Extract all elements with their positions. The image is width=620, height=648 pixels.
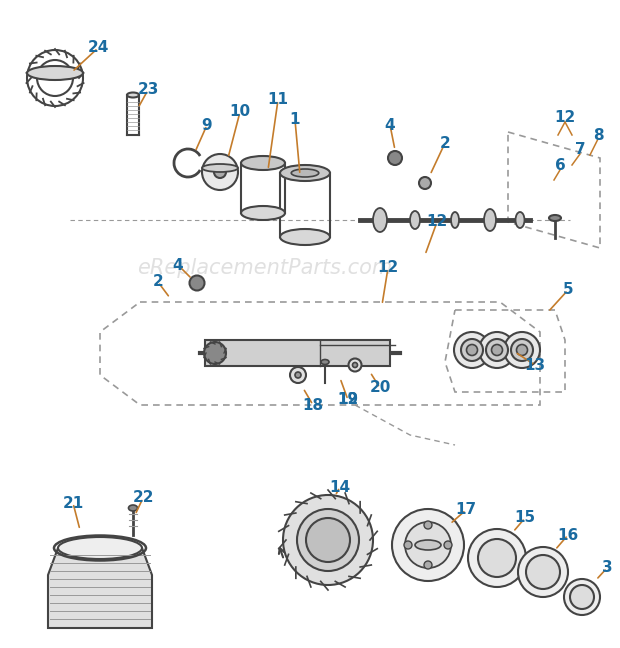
Ellipse shape (373, 208, 387, 232)
Ellipse shape (570, 585, 594, 609)
Ellipse shape (202, 154, 238, 190)
Ellipse shape (58, 537, 142, 559)
Text: 8: 8 (593, 128, 603, 143)
Text: 17: 17 (456, 502, 477, 518)
Ellipse shape (518, 547, 568, 597)
Text: 1: 1 (290, 113, 300, 128)
Text: 3: 3 (601, 561, 613, 575)
Ellipse shape (549, 215, 561, 221)
Ellipse shape (241, 206, 285, 220)
Ellipse shape (526, 555, 560, 589)
Ellipse shape (484, 209, 496, 231)
Text: 5: 5 (563, 283, 574, 297)
Text: 4: 4 (384, 117, 396, 132)
Ellipse shape (353, 362, 358, 367)
Ellipse shape (468, 529, 526, 587)
Text: 2: 2 (153, 275, 164, 290)
Ellipse shape (461, 339, 483, 361)
Ellipse shape (564, 579, 600, 615)
Ellipse shape (297, 509, 359, 571)
Ellipse shape (454, 332, 490, 368)
Text: 4: 4 (173, 257, 184, 273)
Ellipse shape (190, 275, 205, 290)
Ellipse shape (348, 358, 361, 371)
Ellipse shape (515, 212, 525, 228)
Text: 14: 14 (329, 480, 350, 494)
Text: 6: 6 (555, 159, 565, 174)
Text: 12: 12 (427, 214, 448, 229)
Ellipse shape (492, 345, 502, 356)
Ellipse shape (392, 509, 464, 581)
Text: 12: 12 (337, 393, 358, 408)
Ellipse shape (280, 229, 330, 245)
Polygon shape (48, 548, 152, 628)
Text: eReplacementParts.com: eReplacementParts.com (138, 258, 392, 278)
Ellipse shape (405, 522, 451, 568)
Text: 20: 20 (370, 380, 391, 395)
Text: 24: 24 (87, 40, 108, 56)
Ellipse shape (321, 360, 329, 364)
Text: 11: 11 (267, 93, 288, 108)
Ellipse shape (479, 332, 515, 368)
Ellipse shape (290, 367, 306, 383)
Text: 10: 10 (229, 104, 250, 119)
Ellipse shape (127, 93, 139, 97)
Text: 23: 23 (137, 82, 159, 97)
Ellipse shape (283, 495, 373, 585)
Ellipse shape (280, 165, 330, 181)
Ellipse shape (202, 164, 238, 172)
Text: 21: 21 (63, 496, 84, 511)
Text: 18: 18 (303, 397, 324, 413)
Ellipse shape (241, 156, 285, 170)
Ellipse shape (404, 541, 412, 549)
Ellipse shape (306, 518, 350, 562)
Text: 15: 15 (515, 511, 536, 526)
Text: 13: 13 (525, 358, 546, 373)
Text: 9: 9 (202, 117, 212, 132)
Ellipse shape (424, 521, 432, 529)
Ellipse shape (214, 166, 226, 178)
Ellipse shape (204, 342, 226, 364)
Text: 2: 2 (440, 135, 450, 150)
Text: 12: 12 (554, 111, 575, 126)
Text: 12: 12 (378, 260, 399, 275)
Ellipse shape (516, 345, 528, 356)
Ellipse shape (415, 540, 441, 550)
Ellipse shape (486, 339, 508, 361)
Ellipse shape (478, 539, 516, 577)
Ellipse shape (295, 372, 301, 378)
Ellipse shape (444, 541, 452, 549)
Text: 7: 7 (575, 143, 585, 157)
Ellipse shape (419, 177, 431, 189)
Text: 16: 16 (557, 527, 578, 542)
Polygon shape (205, 340, 390, 366)
Ellipse shape (291, 169, 319, 177)
Ellipse shape (27, 66, 83, 80)
Ellipse shape (424, 561, 432, 569)
Ellipse shape (388, 151, 402, 165)
Ellipse shape (511, 339, 533, 361)
Ellipse shape (504, 332, 540, 368)
Text: 22: 22 (132, 491, 154, 505)
Text: 19: 19 (337, 393, 358, 408)
Ellipse shape (451, 212, 459, 228)
Ellipse shape (128, 505, 138, 511)
Ellipse shape (410, 211, 420, 229)
Ellipse shape (466, 345, 477, 356)
